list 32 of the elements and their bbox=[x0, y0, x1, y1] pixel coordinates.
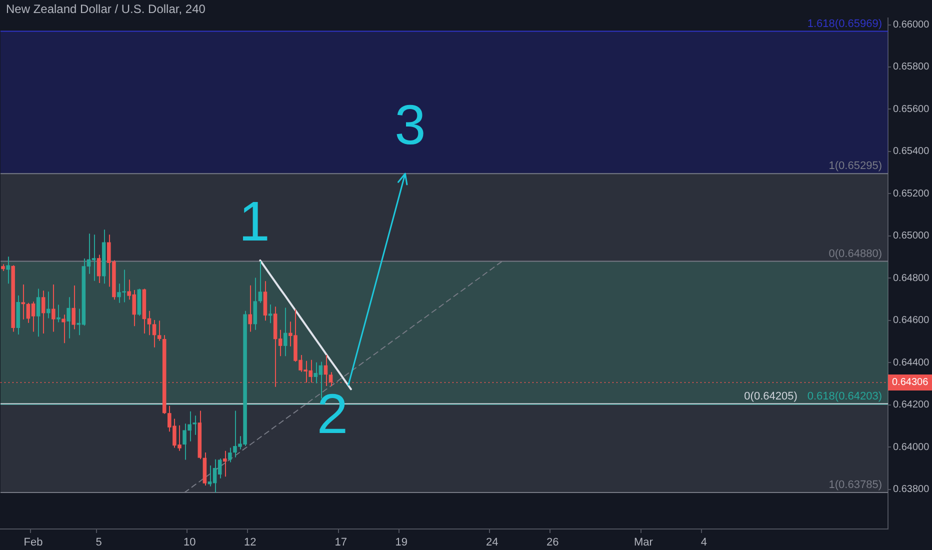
y-tick-label: 0.66000 bbox=[893, 20, 930, 31]
x-tick-label: Feb bbox=[24, 536, 43, 549]
y-tick-label: 0.65600 bbox=[893, 104, 930, 115]
ref-line-label: 1.618(0.65969) bbox=[807, 18, 882, 30]
y-tick-label: 0.65200 bbox=[893, 188, 930, 200]
y-tick-label: 0.64000 bbox=[893, 442, 930, 453]
ref-line-label: 1(0.63785) bbox=[828, 479, 882, 491]
ref-line-label: 0(0.64880) bbox=[828, 248, 882, 260]
y-tick-label: 0.63800 bbox=[893, 484, 930, 496]
chart-title: New Zealand Dollar / U.S. Dollar, 240 bbox=[6, 2, 206, 16]
ref-line-label: 0.64306 bbox=[892, 377, 929, 388]
annotation: 3 bbox=[394, 93, 426, 156]
y-tick-label: 0.64400 bbox=[893, 357, 930, 368]
x-tick-label: 26 bbox=[546, 536, 559, 549]
x-tick-label: 17 bbox=[334, 536, 347, 549]
y-tick-label: 0.65800 bbox=[893, 62, 930, 73]
ref-line-label: 0.618(0.64203) bbox=[807, 390, 882, 403]
annotation: 1 bbox=[238, 189, 270, 252]
y-tick-label: 0.64800 bbox=[893, 272, 930, 284]
y-tick-label: 0.64200 bbox=[893, 400, 930, 411]
x-tick-label: 24 bbox=[486, 536, 498, 549]
x-tick-label: 5 bbox=[96, 536, 102, 549]
y-tick-label: 0.65000 bbox=[893, 230, 930, 242]
x-tick-label: 10 bbox=[183, 536, 196, 549]
ref-line-label: 1(0.65295) bbox=[828, 160, 882, 172]
x-tick-label: 4 bbox=[700, 536, 708, 549]
y-tick-label: 0.65400 bbox=[893, 146, 930, 158]
y-tick-label: 0.64600 bbox=[893, 315, 930, 326]
x-tick-label: 19 bbox=[395, 536, 408, 549]
x-tick-label: 12 bbox=[244, 536, 256, 549]
ref-line-label: 0(0.64205) bbox=[744, 390, 798, 402]
x-tick-label: Mar bbox=[634, 536, 654, 549]
